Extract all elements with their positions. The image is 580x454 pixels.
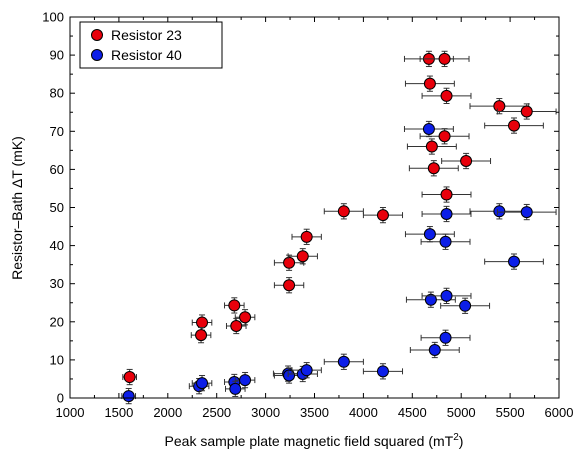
x-axis-title-superscript: 2 — [453, 432, 459, 443]
x-tick-label: 3500 — [300, 405, 329, 420]
x-tick-label: 5000 — [447, 405, 476, 420]
y-tick-label: 40 — [50, 238, 64, 253]
data-point — [439, 235, 452, 248]
data-point — [425, 140, 438, 153]
x-tick-label: 1500 — [104, 405, 133, 420]
x-tick-label: 6000 — [545, 405, 574, 420]
legend-label-resistor-23: Resistor 23 — [111, 27, 182, 43]
data-point — [239, 311, 252, 324]
data-point — [439, 331, 452, 344]
data-point — [296, 250, 309, 263]
y-tick-label: 90 — [50, 48, 64, 63]
y-tick-label: 0 — [57, 391, 64, 406]
ticks-layer: 1000 1500 2000 2500 3000 3500 4000 4500 5000 5500… — [42, 10, 573, 421]
plot-frame — [69, 16, 560, 399]
y-tick-label: 50 — [50, 200, 64, 215]
data-point — [422, 123, 435, 136]
data-point — [283, 256, 296, 269]
y-tick-label: 70 — [50, 124, 64, 139]
y-tick-label: 10 — [50, 352, 64, 367]
x-tick-label: 4000 — [349, 405, 378, 420]
y-tick-label: 100 — [42, 10, 64, 25]
data-point — [283, 279, 296, 292]
x-tick-label: 5500 — [496, 405, 525, 420]
y-tick-label: 30 — [50, 276, 64, 291]
data-point — [337, 205, 350, 218]
y-tick-label: 80 — [50, 86, 64, 101]
data-point — [440, 188, 453, 201]
y-tick-label: 60 — [50, 162, 64, 177]
legend-label-resistor-40: Resistor 40 — [111, 47, 182, 63]
data-point — [337, 355, 350, 368]
data-point — [230, 319, 243, 332]
data-point — [196, 377, 209, 390]
legend-marker-resistor-23 — [91, 29, 103, 41]
x-tick-label: 2000 — [153, 405, 182, 420]
data-point — [122, 390, 135, 403]
data-point — [508, 119, 521, 132]
data-point — [460, 155, 473, 168]
y-tick-label: 20 — [50, 314, 64, 329]
data-point — [427, 162, 440, 175]
legend-marker-resistor-40 — [91, 49, 103, 61]
data-point — [300, 230, 313, 243]
data-point — [423, 228, 436, 241]
data-point — [376, 209, 389, 222]
data-point — [520, 105, 533, 118]
x-tick-label: 4500 — [398, 405, 427, 420]
data-point — [428, 343, 441, 356]
data-point — [300, 364, 313, 377]
data-point — [493, 205, 506, 218]
x-tick-label: 1000 — [56, 405, 85, 420]
data-point — [423, 77, 436, 90]
legend: Resistor 23 Resistor 40 — [79, 21, 223, 69]
data-point — [228, 299, 241, 312]
legend-box — [79, 21, 223, 69]
data-point — [229, 382, 242, 395]
data-point — [508, 255, 521, 268]
data-point — [440, 89, 453, 102]
x-axis-title: Peak sample plate magnetic field squared… — [165, 432, 464, 449]
data-point — [123, 371, 136, 384]
series-resistor-23 — [122, 50, 557, 386]
data-point — [195, 329, 208, 342]
data-point — [196, 316, 209, 329]
y-axis-title: Resistor–Bath ΔT (mK) — [9, 136, 25, 280]
series-resistor-40 — [121, 120, 557, 405]
marks-layer — [121, 50, 557, 405]
data-point — [239, 374, 252, 387]
data-point — [459, 299, 472, 312]
x-tick-label: 2500 — [202, 405, 231, 420]
data-point — [440, 289, 453, 302]
x-tick-label: 3000 — [251, 405, 280, 420]
data-point — [520, 206, 533, 219]
data-point — [424, 293, 437, 306]
data-point — [493, 100, 506, 113]
data-point — [283, 369, 296, 382]
data-point — [438, 130, 451, 143]
data-point — [440, 207, 453, 220]
data-point — [438, 52, 451, 65]
data-point — [376, 365, 389, 378]
